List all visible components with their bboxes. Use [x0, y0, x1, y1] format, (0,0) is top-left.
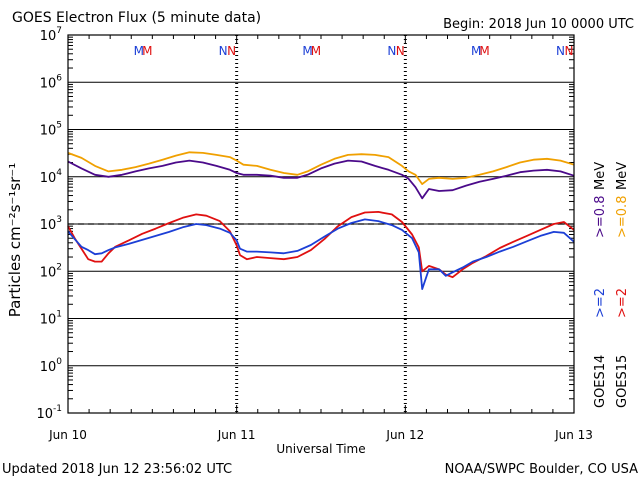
x-axis-label: Universal Time — [276, 442, 365, 456]
series-line-0 — [67, 151, 575, 186]
x-tick-label: Jun 12 — [385, 428, 424, 442]
series-line-3 — [67, 218, 575, 291]
time-marker: N — [556, 44, 565, 58]
y-tick-label: 107 — [40, 26, 62, 44]
time-marker: M — [311, 44, 321, 58]
time-marker: M — [302, 44, 312, 58]
legend-entry: >=2 — [615, 288, 630, 318]
time-marker: N — [387, 44, 396, 58]
legend-entry: >=0.8 — [615, 196, 630, 238]
time-marker: M — [134, 44, 144, 58]
time-marker: N — [219, 44, 228, 58]
y-tick-label: 101 — [40, 310, 62, 328]
y-tick-label: 105 — [40, 121, 62, 139]
x-tick-label: Jun 13 — [554, 428, 593, 442]
legend-satellite: GOES14 — [593, 355, 608, 408]
updated-timestamp: Updated 2018 Jun 12 23:56:02 UTC — [2, 462, 232, 477]
begin-time: Begin: 2018 Jun 10 0000 UTC — [443, 17, 634, 32]
series-line-1 — [67, 159, 575, 200]
legend-entry: >=2 — [593, 288, 608, 318]
legend-unit: MeV — [593, 162, 608, 190]
y-tick-label: 106 — [40, 73, 63, 91]
y-tick-label: 104 — [40, 168, 63, 186]
plot-frame — [67, 34, 575, 414]
y-axis-label: Particles cm⁻²s⁻¹sr⁻¹ — [6, 163, 24, 317]
time-marker: N — [227, 44, 236, 58]
y-tick-label: 100 — [40, 357, 63, 375]
y-tick-label: 103 — [40, 215, 62, 233]
y-tick-label: 10-1 — [36, 404, 62, 422]
time-marker: M — [142, 44, 152, 58]
time-marker: N — [564, 44, 573, 58]
legend-unit: MeV — [615, 162, 630, 190]
y-tick-label: 102 — [40, 262, 62, 280]
credit-text: NOAA/SWPC Boulder, CO USA — [445, 462, 638, 477]
time-marker: M — [479, 44, 489, 58]
chart-title: GOES Electron Flux (5 minute data) — [12, 10, 261, 26]
legend-entry: >=0.8 — [593, 196, 608, 238]
x-tick-label: Jun 10 — [48, 428, 87, 442]
time-marker: M — [471, 44, 481, 58]
legend-satellite: GOES15 — [615, 355, 630, 408]
x-tick-label: Jun 11 — [217, 428, 256, 442]
series-line-2 — [67, 210, 575, 279]
time-marker: N — [396, 44, 405, 58]
